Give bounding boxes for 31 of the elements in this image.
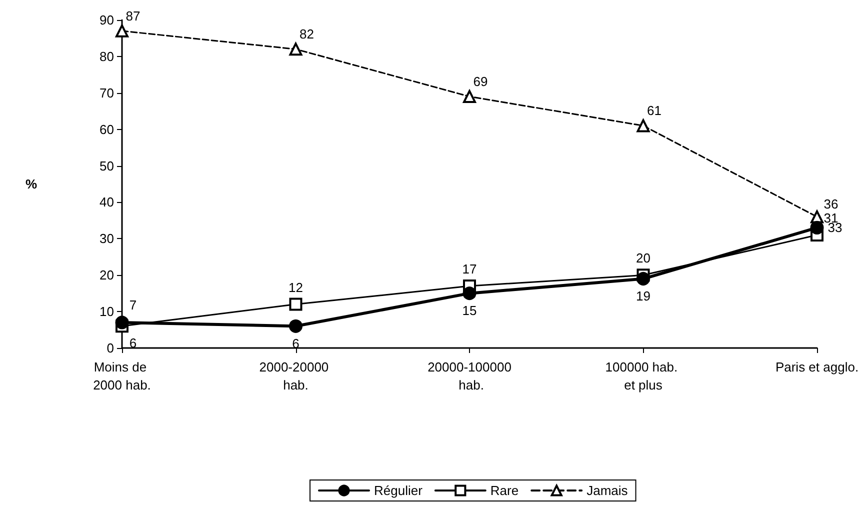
y-tick-label: 40 — [100, 194, 114, 210]
y-tick-label: 20 — [100, 268, 114, 283]
data-label: 36 — [824, 196, 838, 212]
data-label: 69 — [473, 74, 488, 90]
y-tick-label: 70 — [100, 85, 114, 100]
x-tick-label: 2000-20000 hab. — [259, 360, 332, 392]
data-label: 7 — [129, 298, 137, 313]
data-label: 82 — [300, 26, 314, 42]
y-tick-label: 30 — [100, 231, 114, 246]
x-tick-label: Paris et agglo. — [775, 360, 859, 374]
data-label: 61 — [647, 103, 662, 118]
data-label: 20 — [636, 250, 650, 266]
data-label: 87 — [126, 8, 140, 24]
y-tick-label: 10 — [100, 304, 114, 320]
y-tick-label: 0 — [106, 340, 114, 356]
x-tick-label: 100000 hab. et plus — [605, 360, 682, 392]
legend-label: Régulier — [374, 483, 424, 498]
data-label: 19 — [636, 288, 650, 304]
y-tick-label: 80 — [100, 48, 114, 64]
data-label: 6 — [129, 336, 137, 351]
y-tick-label: 90 — [100, 12, 114, 28]
x-tick-label: 20000-100000 hab. — [428, 360, 512, 392]
y-axis-title: % — [25, 176, 38, 192]
y-tick-label: 60 — [100, 122, 114, 137]
legend-label: Jamais — [586, 483, 628, 498]
data-label: 15 — [462, 303, 477, 318]
legend-label: Rare — [490, 483, 519, 498]
x-tick-label: Moins de 2000 hab. — [93, 360, 151, 392]
data-label: 12 — [288, 280, 303, 295]
data-label: 17 — [462, 262, 477, 277]
y-tick-label: 50 — [100, 158, 114, 174]
